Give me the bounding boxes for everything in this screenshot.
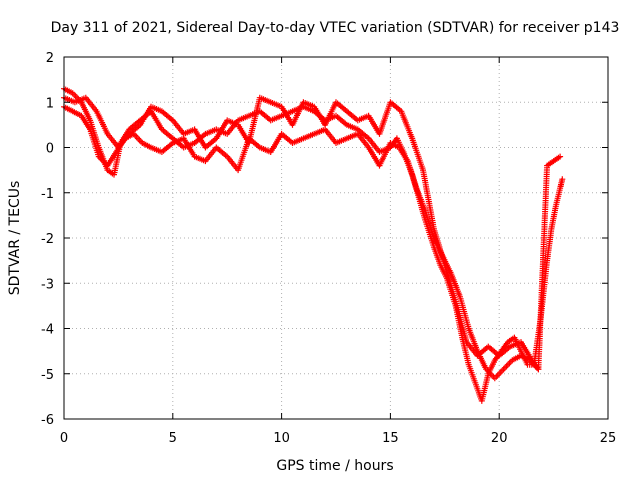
x-tick-label: 10: [273, 431, 290, 446]
y-axis-ticks: -6 -5 -4 -3 -2 -1 0 1 2: [41, 51, 608, 428]
x-tick-label: 5: [169, 431, 177, 446]
chart-title: Day 311 of 2021, Sidereal Day-to-day VTE…: [51, 20, 620, 36]
y-tick-label: -1: [41, 187, 54, 202]
y-tick-label: -3: [41, 277, 54, 292]
y-tick-label: -2: [41, 232, 54, 247]
x-tick-label: 0: [60, 431, 68, 446]
y-tick-label: -5: [41, 368, 54, 383]
y-tick-label: -6: [41, 413, 54, 428]
data-markers: [61, 85, 566, 404]
y-axis-label: SDTVAR / TECUs: [7, 181, 23, 296]
series-track-b: [61, 103, 564, 382]
x-tick-label: 15: [382, 431, 399, 446]
x-tick-label: 25: [600, 431, 617, 446]
y-tick-label: 2: [46, 51, 54, 66]
y-tick-label: -4: [41, 323, 54, 338]
y-tick-label: 0: [46, 142, 54, 157]
y-tick-label: 1: [46, 96, 54, 111]
x-axis-ticks: 0 5 10 15 20 25: [60, 57, 616, 446]
x-tick-label: 20: [491, 431, 508, 446]
x-axis-label: GPS time / hours: [276, 458, 393, 474]
data-point-markers: [61, 103, 564, 382]
